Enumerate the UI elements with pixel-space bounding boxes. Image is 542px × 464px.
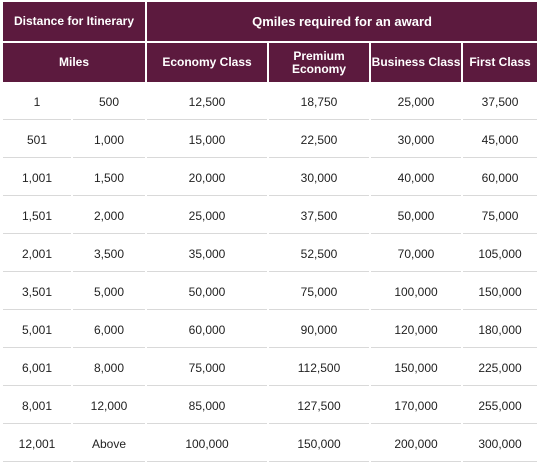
premium-economy-cell: 75,000 [269,274,370,310]
economy-cell: 75,000 [147,350,268,386]
first-cell: 60,000 [463,160,538,196]
header-row-sub: Miles Economy Class Premium Economy Busi… [3,43,538,82]
from-miles-cell: 1,001 [3,160,71,196]
first-cell: 225,000 [463,350,538,386]
to-miles-cell: Above [73,426,146,462]
miles-header: Miles [3,43,146,82]
economy-cell: 100,000 [147,426,268,462]
header-row-top: Distance for Itinerary Qmiles required f… [3,2,538,41]
table-row: 6,001 8,000 75,000 112,500 150,000 225,0… [3,350,538,386]
from-miles-cell: 2,001 [3,236,71,272]
premium-economy-cell: 30,000 [269,160,370,196]
premium-economy-cell: 90,000 [269,312,370,348]
business-cell: 70,000 [371,236,462,272]
table-row: 3,501 5,000 50,000 75,000 100,000 150,00… [3,274,538,310]
from-miles-cell: 3,501 [3,274,71,310]
table-row: 1 500 12,500 18,750 25,000 37,500 [3,84,538,120]
to-miles-cell: 8,000 [73,350,146,386]
first-cell: 105,000 [463,236,538,272]
business-cell: 120,000 [371,312,462,348]
from-miles-cell: 6,001 [3,350,71,386]
to-miles-cell: 2,000 [73,198,146,234]
economy-cell: 85,000 [147,388,268,424]
business-cell: 170,000 [371,388,462,424]
premium-economy-cell: 22,500 [269,122,370,158]
economy-cell: 50,000 [147,274,268,310]
table-row: 5,001 6,000 60,000 90,000 120,000 180,00… [3,312,538,348]
qmiles-header: Qmiles required for an award [147,2,538,41]
premium-economy-cell: 37,500 [269,198,370,234]
premium-economy-header: Premium Economy [269,43,370,82]
business-cell: 100,000 [371,274,462,310]
first-cell: 150,000 [463,274,538,310]
table-row: 8,001 12,000 85,000 127,500 170,000 255,… [3,388,538,424]
table-row: 1,501 2,000 25,000 37,500 50,000 75,000 [3,198,538,234]
economy-cell: 15,000 [147,122,268,158]
table-row: 12,001 Above 100,000 150,000 200,000 300… [3,426,538,462]
economy-class-header: Economy Class [147,43,268,82]
business-cell: 25,000 [371,84,462,120]
table-row: 2,001 3,500 35,000 52,500 70,000 105,000 [3,236,538,272]
first-cell: 75,000 [463,198,538,234]
premium-economy-cell: 112,500 [269,350,370,386]
economy-cell: 20,000 [147,160,268,196]
first-cell: 45,000 [463,122,538,158]
table-row: 1,001 1,500 20,000 30,000 40,000 60,000 [3,160,538,196]
economy-cell: 60,000 [147,312,268,348]
first-cell: 37,500 [463,84,538,120]
to-miles-cell: 12,000 [73,388,146,424]
business-cell: 40,000 [371,160,462,196]
first-cell: 255,000 [463,388,538,424]
first-class-header: First Class [463,43,538,82]
business-cell: 200,000 [371,426,462,462]
business-cell: 150,000 [371,350,462,386]
first-cell: 180,000 [463,312,538,348]
business-cell: 30,000 [371,122,462,158]
from-miles-cell: 1,501 [3,198,71,234]
premium-economy-cell: 127,500 [269,388,370,424]
to-miles-cell: 6,000 [73,312,146,348]
to-miles-cell: 5,000 [73,274,146,310]
distance-header: Distance for Itinerary [3,2,146,41]
from-miles-cell: 8,001 [3,388,71,424]
business-class-header: Business Class [371,43,462,82]
economy-cell: 25,000 [147,198,268,234]
to-miles-cell: 3,500 [73,236,146,272]
to-miles-cell: 1,500 [73,160,146,196]
from-miles-cell: 1 [3,84,71,120]
to-miles-cell: 1,000 [73,122,146,158]
economy-cell: 35,000 [147,236,268,272]
economy-cell: 12,500 [147,84,268,120]
premium-economy-cell: 52,500 [269,236,370,272]
business-cell: 50,000 [371,198,462,234]
from-miles-cell: 501 [3,122,71,158]
first-cell: 300,000 [463,426,538,462]
to-miles-cell: 500 [73,84,146,120]
premium-economy-cell: 18,750 [269,84,370,120]
from-miles-cell: 5,001 [3,312,71,348]
from-miles-cell: 12,001 [3,426,71,462]
table-row: 501 1,000 15,000 22,500 30,000 45,000 [3,122,538,158]
premium-economy-cell: 150,000 [269,426,370,462]
